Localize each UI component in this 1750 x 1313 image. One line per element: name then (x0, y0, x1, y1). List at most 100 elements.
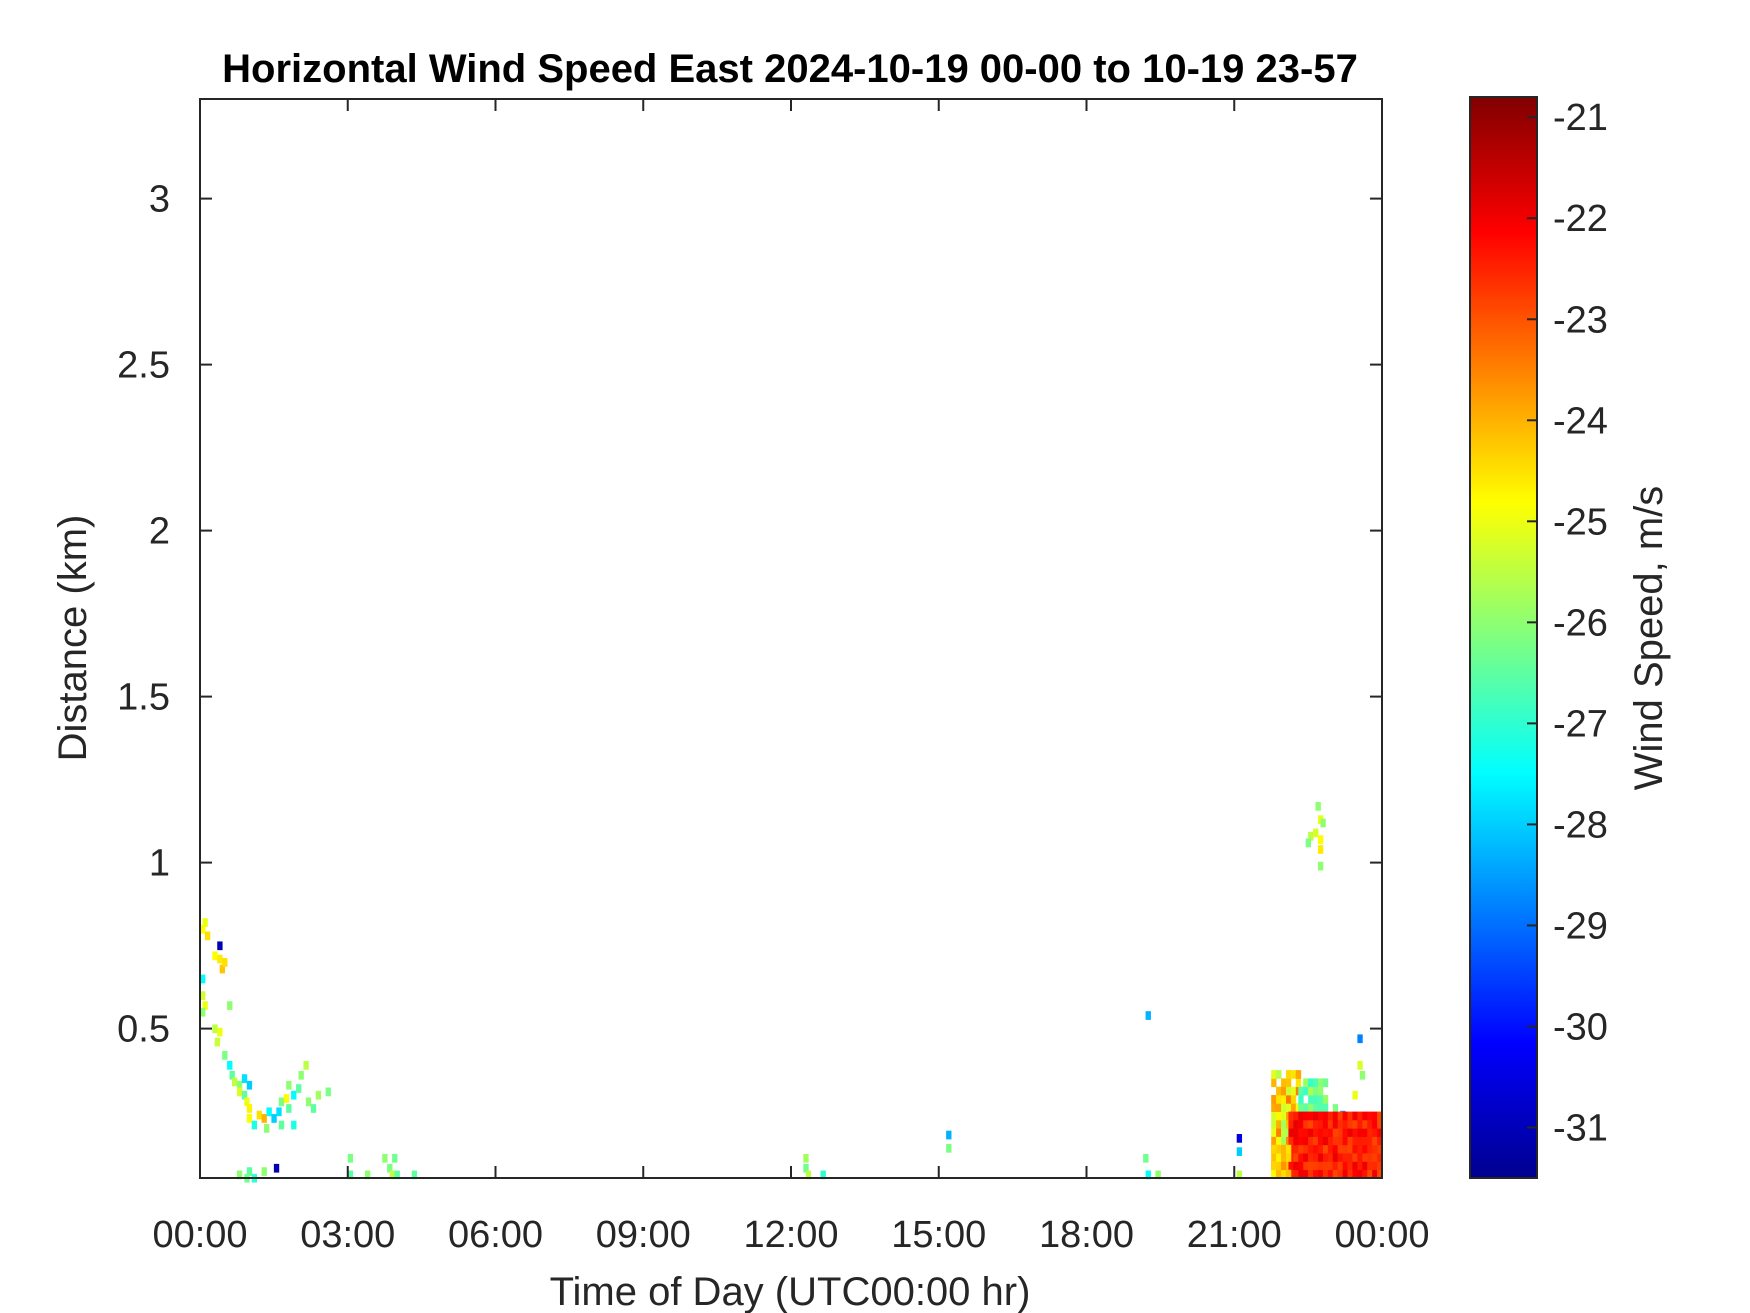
heatmap-cell (1271, 1103, 1277, 1112)
heatmap-cell (1285, 1086, 1292, 1096)
heatmap-cell (246, 1114, 253, 1123)
heatmap-cell (1362, 1128, 1368, 1137)
heatmap-cell (246, 1167, 253, 1176)
heatmap-cell (1281, 1119, 1287, 1129)
heatmap-cell (347, 1153, 354, 1163)
heatmap-cell (1362, 1161, 1368, 1171)
heatmap-cell (1276, 1144, 1282, 1154)
heatmap-cell (803, 1153, 809, 1163)
heatmap-cell (1342, 1136, 1348, 1146)
heatmap-cell (1155, 1170, 1161, 1180)
heatmap-cell (1281, 1144, 1287, 1154)
x-tick-label: 00:00 (152, 1214, 247, 1256)
x-tick-label: 09:00 (596, 1214, 691, 1256)
heatmap-cell (261, 1114, 267, 1123)
heatmap-cell (217, 954, 223, 964)
heatmap-cell (204, 931, 211, 941)
heatmap-cell (200, 1007, 206, 1017)
heatmap-cell (1290, 1095, 1297, 1104)
heatmap-cell (1313, 828, 1319, 838)
heatmap-cell (236, 1170, 243, 1180)
heatmap-cell (200, 924, 206, 934)
heatmap-cell (283, 1094, 290, 1103)
colorbar-tick-label: -21 (1553, 97, 1608, 139)
heatmap-cell (1236, 1170, 1243, 1180)
heatmap-cell (1303, 1161, 1309, 1171)
x-tick-label: 06:00 (448, 1214, 543, 1256)
colorbar-tick-label: -28 (1553, 804, 1608, 846)
heatmap-cell (1276, 1161, 1282, 1171)
heatmap-cell (1298, 1153, 1304, 1162)
heatmap-cell (1347, 1169, 1353, 1179)
heatmap-cell (236, 1080, 243, 1090)
heatmap-cell (1377, 1128, 1383, 1137)
colorbar-tick-label: -25 (1553, 501, 1608, 543)
heatmap-cell (1313, 1095, 1319, 1104)
heatmap-cell (1347, 1119, 1353, 1129)
heatmap-cell (1271, 1070, 1277, 1079)
heatmap-cell (1332, 1153, 1339, 1162)
heatmap-cell (1372, 1111, 1378, 1121)
heatmap-cell (1327, 1153, 1334, 1162)
heatmap-cell (1285, 1095, 1292, 1104)
heatmap-cell (246, 1104, 253, 1113)
heatmap-cell (1298, 1103, 1304, 1112)
heatmap-cell (1322, 1119, 1329, 1129)
colorbar-tick-label: -24 (1553, 400, 1608, 442)
heatmap-cell (1281, 1103, 1287, 1112)
heatmap-cell (1293, 1136, 1299, 1146)
heatmap-cell (1290, 1070, 1297, 1079)
heatmap-cell (1357, 1136, 1363, 1146)
heatmap-cell (1322, 1078, 1329, 1088)
heatmap-cell (1377, 1119, 1383, 1129)
heatmap-cell (1276, 1169, 1282, 1179)
heatmap-cell (1276, 1153, 1282, 1162)
heatmap-cell (227, 1001, 233, 1010)
heatmap-cell (310, 1104, 317, 1113)
heatmap-cell (298, 1070, 304, 1080)
heatmap-cell (229, 1070, 235, 1080)
heatmap-cell (1313, 1144, 1319, 1154)
y-tick-label: 1 (149, 843, 170, 885)
heatmap-cell (946, 1130, 952, 1140)
colorbar-tick-label: -29 (1553, 905, 1608, 947)
colorbar-tick-label: -23 (1553, 299, 1608, 341)
heatmap-cell (1303, 1153, 1309, 1162)
heatmap-cell (202, 918, 208, 927)
heatmap-cell (1293, 1111, 1299, 1121)
heatmap-cell (1303, 1078, 1309, 1088)
y-axis: 0.5 1 1.5 2 2.5 3 (117, 179, 1382, 1051)
heatmap-cell (1352, 1119, 1358, 1129)
colorbar-tick-label: -26 (1553, 602, 1608, 644)
heatmap-cell (1337, 1153, 1344, 1162)
heatmap-cell (1271, 1119, 1277, 1129)
heatmap-cell (1288, 1119, 1294, 1129)
heatmap-cell (1342, 1119, 1348, 1129)
heatmap-cell (1285, 1144, 1292, 1154)
heatmap-cell (1362, 1136, 1368, 1146)
heatmap-cell (325, 1087, 331, 1097)
heatmap-cell (1357, 1144, 1363, 1154)
heatmap-cell (1298, 1161, 1304, 1171)
heatmap-cell (1308, 1136, 1314, 1146)
heatmap-cell (389, 1170, 395, 1180)
heatmap-cell (1315, 802, 1321, 811)
heatmap-cell (1293, 1144, 1299, 1154)
heatmap-cell (1317, 835, 1324, 844)
heatmap-cell (1288, 1111, 1294, 1121)
heatmap-cell (1276, 1103, 1282, 1112)
heatmap-cell (1337, 1111, 1344, 1121)
heatmap-cell (1352, 1153, 1358, 1162)
heatmap-cell (1317, 1144, 1324, 1154)
heatmap-cell (1367, 1169, 1373, 1179)
plot-frame (199, 98, 1383, 1179)
heatmap-cell (261, 1167, 267, 1176)
heatmap-cell (1308, 1111, 1314, 1121)
heatmap-cell (1362, 1111, 1368, 1121)
heatmap-cell (1342, 1111, 1348, 1121)
heatmap-cell (202, 1001, 208, 1010)
heatmap-cell (1313, 1119, 1319, 1129)
heatmap-cell (411, 1170, 418, 1180)
heatmap-cell (1337, 1128, 1344, 1137)
heatmap-cell (1327, 1136, 1334, 1146)
